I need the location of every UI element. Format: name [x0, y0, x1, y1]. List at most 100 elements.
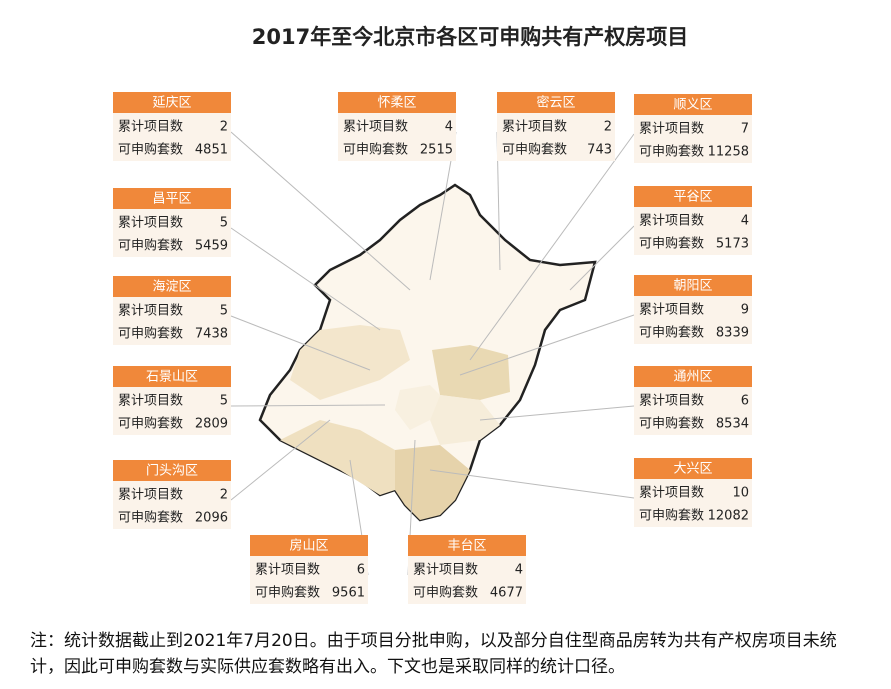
box-header [113, 276, 231, 297]
row-value: 5173 [716, 237, 749, 252]
box-header [634, 458, 752, 479]
row-value: 2809 [195, 417, 228, 432]
row-value: 7438 [195, 327, 228, 342]
row-label: 累计项目数 [118, 488, 183, 503]
box-header [634, 186, 752, 207]
row-label: 累计项目数 [118, 304, 183, 319]
row-label: 可申购套数 [118, 142, 183, 158]
row-label: 可申购套数 [118, 326, 183, 342]
district-shape [280, 420, 395, 495]
box-header [634, 366, 752, 387]
row-label: 累计项目数 [502, 120, 567, 135]
row-value: 5 [220, 304, 228, 319]
district-name: 平谷区 [673, 190, 712, 205]
box-body [634, 115, 752, 163]
row-value: 4677 [490, 586, 523, 601]
district-name: 大兴区 [673, 462, 712, 477]
row-label: 可申购套数 [639, 508, 704, 524]
district-name: 密云区 [536, 95, 575, 111]
district-name: 丰台区 [447, 539, 486, 554]
row-value: 6 [357, 563, 365, 578]
box-header [113, 188, 231, 209]
row-label: 累计项目数 [118, 216, 183, 231]
row-label: 累计项目数 [118, 120, 183, 135]
row-value: 5 [220, 394, 228, 409]
leader-line [230, 315, 371, 371]
row-label: 可申购套数 [639, 144, 704, 160]
row-value: 4 [445, 120, 453, 135]
row-label: 累计项目数 [413, 563, 478, 578]
box-body [634, 479, 752, 527]
row-value: 6 [741, 394, 749, 409]
leader-line [569, 225, 635, 291]
row-value: 5 [220, 216, 228, 231]
row-value: 9 [741, 303, 749, 318]
leader-line [429, 469, 635, 499]
box-body [634, 207, 752, 255]
row-value: 7 [741, 122, 749, 137]
district-shape [432, 345, 510, 400]
row-value: 12082 [708, 509, 749, 524]
row-label: 可申购套数 [118, 238, 183, 254]
box-body [113, 387, 231, 435]
row-value: 2 [220, 120, 228, 135]
box-body [408, 556, 526, 604]
row-value: 743 [587, 143, 612, 158]
district-name: 石景山区 [146, 370, 198, 385]
row-value: 5459 [195, 239, 228, 254]
district-shape [430, 395, 500, 445]
box-body [634, 387, 752, 435]
row-value: 4851 [195, 143, 228, 158]
row-value: 9561 [332, 586, 365, 601]
row-label: 累计项目数 [255, 563, 320, 578]
district-name: 怀柔区 [377, 96, 416, 111]
leader-line [230, 419, 331, 501]
row-value: 4 [515, 563, 523, 578]
district-shape [395, 385, 440, 430]
row-label: 累计项目数 [639, 214, 704, 229]
row-value: 2096 [195, 511, 228, 526]
box-header [250, 535, 368, 556]
row-value: 2 [220, 488, 228, 503]
note: 注：统计数据截止到2021年7月20日。由于项目分批申购，以及部分自住型商品房转… [30, 631, 837, 677]
district-name: 顺义区 [673, 98, 712, 113]
district-name: 房山区 [289, 538, 328, 554]
district-name: 海淀区 [152, 280, 191, 295]
box-body [250, 556, 368, 604]
row-value: 8339 [716, 326, 749, 341]
box-body [634, 296, 752, 344]
title: 2017年至今北京市各区可申购共有产权房项目 [252, 25, 688, 49]
box-header [408, 535, 526, 556]
row-label: 累计项目数 [343, 120, 408, 135]
row-label: 可申购套数 [118, 510, 183, 526]
row-label: 可申购套数 [255, 585, 320, 601]
box-header [113, 92, 231, 113]
row-value: 4 [741, 214, 749, 229]
leader-line [479, 405, 635, 421]
row-label: 可申购套数 [502, 142, 567, 158]
box-header [338, 92, 456, 113]
leader-line [230, 227, 381, 331]
district-name: 延庆区 [152, 96, 191, 111]
row-value: 11258 [708, 145, 749, 160]
row-label: 可申购套数 [639, 325, 704, 341]
district-name: 昌平区 [152, 192, 191, 207]
row-value: 2515 [420, 143, 453, 158]
row-label: 可申购套数 [413, 585, 478, 601]
row-label: 可申购套数 [639, 236, 704, 252]
leader-line [469, 133, 635, 361]
box-body [113, 297, 231, 345]
box-body [113, 113, 231, 161]
box-body [338, 113, 456, 161]
box-header [113, 460, 231, 481]
row-label: 累计项目数 [639, 303, 704, 318]
row-label: 累计项目数 [639, 122, 704, 137]
row-label: 可申购套数 [639, 416, 704, 432]
box-header [634, 275, 752, 296]
map [258, 183, 597, 522]
district-name: 门头沟区 [146, 464, 198, 479]
row-label: 累计项目数 [639, 394, 704, 409]
